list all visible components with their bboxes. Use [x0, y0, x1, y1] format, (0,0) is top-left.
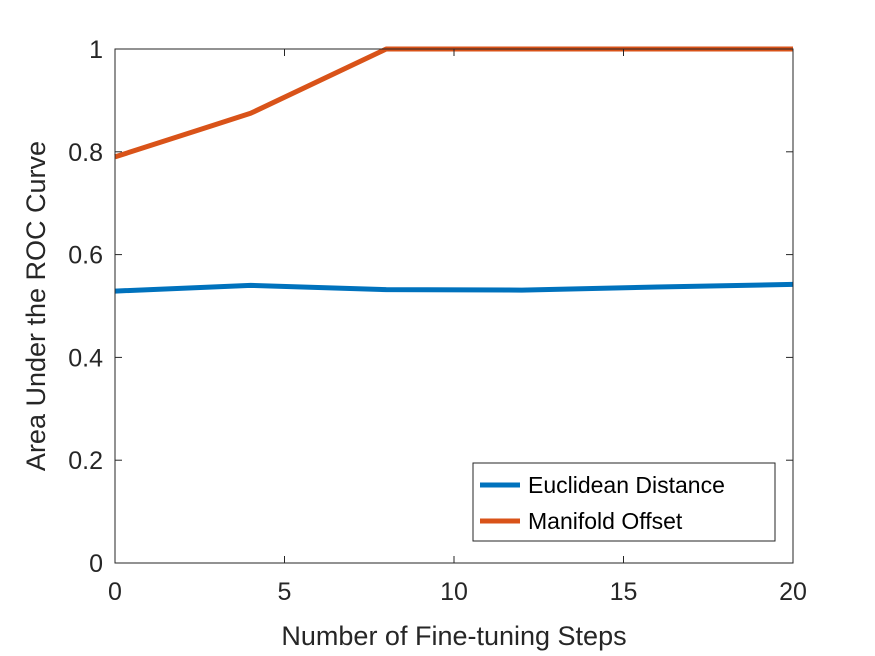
series-line-2	[114, 46, 793, 160]
plot-lines	[114, 46, 794, 294]
y-tick-label: 0.8	[68, 139, 103, 167]
x-tick-label: 20	[779, 578, 807, 606]
series-line-1	[114, 281, 794, 294]
x-tick-label: 10	[440, 578, 468, 606]
legend-label-1: Euclidean Distance	[528, 472, 725, 498]
y-tick-label: 1	[89, 36, 103, 64]
legend-box	[472, 462, 776, 542]
axis-ticks	[114, 48, 794, 564]
x-axis-title: Number of Fine-tuning Steps	[281, 621, 626, 651]
x-tick-label: 5	[278, 578, 292, 606]
axis-tick-labels: 0 5 10 15 20 0 0.2 0.4 0.6 0.8 1	[68, 36, 807, 606]
y-axis-title: Area Under the ROC Curve	[21, 141, 51, 471]
y-tick-label: 0.6	[68, 242, 103, 270]
x-tick-label: 15	[610, 578, 638, 606]
y-tick-label: 0.4	[68, 344, 103, 372]
legend-label-2: Manifold Offset	[528, 508, 683, 534]
legend: Euclidean Distance Manifold Offset	[472, 462, 776, 542]
y-tick-label: 0	[89, 550, 103, 578]
y-tick-label: 0.2	[68, 447, 103, 475]
x-tick-label: 0	[108, 578, 122, 606]
